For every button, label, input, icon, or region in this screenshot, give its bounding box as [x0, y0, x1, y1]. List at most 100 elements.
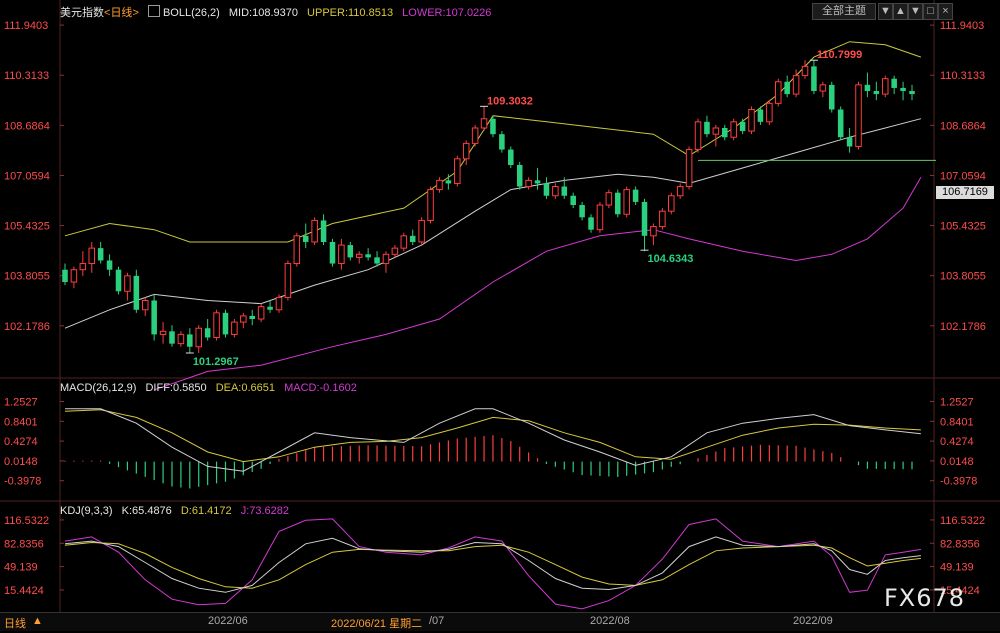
candle-body-54: [543, 183, 550, 196]
price-axis-tick-left-0: 111.9403: [4, 20, 48, 32]
candle-body-44: [454, 158, 461, 184]
candle-body-28: [311, 219, 318, 243]
arrow-down-icon: ▼: [910, 5, 921, 17]
macd-dea-value: DEA:0.6651: [215, 382, 276, 394]
window-icon: □: [927, 5, 934, 17]
watermark-logo: FX678: [884, 584, 966, 612]
candle-body-30: [329, 241, 336, 264]
candle-body-84: [811, 66, 817, 92]
kdj-legend: KDJ(9,3,3) K:65.4876 D:61.4172 J:73.6282: [60, 504, 295, 518]
candle-body-40: [418, 219, 425, 243]
macd-title[interactable]: MACD(26,12,9): [60, 382, 137, 394]
macd-axis-tick-left-4: -0.3978: [4, 476, 41, 488]
candle-body-91: [873, 91, 880, 95]
kdj-axis-tick-right-1: 82.8356: [940, 538, 980, 550]
candle-body-85: [819, 84, 827, 92]
scroll-down-button[interactable]: ▼: [878, 3, 893, 20]
kdj-axis-tick-left-2: 49.139: [4, 562, 38, 574]
kdj-axis-tick-left-1: 82.8356: [4, 538, 44, 550]
kdj-title[interactable]: KDJ(9,3,3): [60, 505, 113, 517]
candle-body-21: [249, 315, 255, 320]
macd-axis-tick-right-4: -0.3978: [940, 476, 977, 488]
maximize-button[interactable]: □: [923, 3, 938, 20]
candle-body-75: [730, 121, 737, 138]
status-period-arrow[interactable]: ▲: [32, 615, 43, 627]
boll-label[interactable]: BOLL(26,2): [162, 7, 220, 19]
candle-body-18: [222, 312, 229, 335]
candle-body-17: [213, 312, 220, 338]
candle-body-77: [748, 109, 755, 132]
boll-mid-value: MID:108.9370: [228, 7, 298, 19]
macd-diff-line: [65, 408, 921, 472]
candle-body-79: [766, 102, 773, 123]
candle-body-0: [62, 269, 68, 283]
period-label[interactable]: 日线: [110, 7, 133, 19]
candle-body-48: [490, 118, 496, 135]
macd-axis-tick-right-3: 0.0148: [940, 456, 974, 468]
candle-body-58: [579, 205, 585, 218]
price-axis-tick-left-1: 110.3133: [4, 70, 49, 82]
candle-body-89: [855, 84, 862, 147]
boll-mid-line: [64, 118, 922, 329]
candle-body-14: [187, 334, 193, 347]
kdj-axis: 116.5322 116.5322 82.8356 82.8356 49.139 49.1…: [4, 515, 985, 597]
candle-body-80: [774, 81, 782, 104]
kdj-axis-tick-left-3: 15.4424: [4, 585, 44, 597]
status-period[interactable]: 日线: [4, 618, 26, 630]
price-axis-tick-left-4: 105.4325: [4, 221, 50, 233]
candle-body-95: [909, 91, 915, 95]
candle-body-24: [275, 296, 283, 311]
candle-body-69: [676, 186, 684, 197]
macd-axis-tick-right-2: 0.4274: [940, 436, 974, 448]
close-icon: ×: [942, 5, 949, 17]
candle-body-39: [409, 235, 416, 242]
candle-body-87: [837, 109, 844, 138]
candle-body-68: [668, 195, 675, 212]
candle-body-4: [97, 248, 104, 261]
indicator-icon[interactable]: [147, 5, 160, 17]
minimize-button[interactable]: ▼: [908, 3, 923, 20]
candle-body-8: [133, 275, 140, 310]
theme-select[interactable]: 全部主题: [812, 3, 876, 20]
symbol-name: 美元指数: [60, 7, 104, 19]
kdj-k-line: [64, 536, 921, 593]
scroll-up-button[interactable]: ▲: [893, 3, 908, 20]
annotation-label-2: 104.6343: [648, 253, 694, 265]
candle-body-50: [508, 149, 514, 165]
candle-body-74: [722, 127, 728, 138]
candle-body-26: [293, 235, 301, 265]
candle-body-53: [534, 180, 541, 184]
price-annotations: 109.3032 101.2967 104.6343 110.7999: [185, 49, 862, 368]
price-axis-tick-right-0: 111.9403: [940, 20, 984, 32]
candle-body-43: [445, 180, 452, 184]
candle-body-52: [525, 179, 532, 188]
candle-body-12: [169, 331, 175, 344]
candle-body-1: [70, 269, 78, 283]
period-suffix: >: [132, 7, 139, 19]
kdj-axis-tick-left-0: 116.5322: [4, 515, 49, 527]
candle-body-81: [784, 81, 790, 95]
candle-body-34: [365, 254, 371, 258]
candle-body-16: [204, 328, 211, 338]
candle-body-41: [427, 189, 434, 221]
candle-body-88: [846, 137, 853, 147]
close-button[interactable]: ×: [938, 3, 953, 20]
candle-body-23: [267, 306, 273, 310]
candle-body-56: [561, 186, 568, 196]
candle-body-64: [632, 189, 639, 202]
price-axis-tick-left-6: 102.1786: [4, 321, 50, 333]
price-axis-tick-right-6: 102.1786: [940, 321, 986, 333]
candle-body-86: [828, 84, 835, 110]
candle-body-78: [757, 109, 764, 122]
kdj-k-value: K:65.4876: [121, 505, 172, 517]
candle-body-57: [570, 195, 576, 206]
candle-body-42: [436, 179, 443, 191]
period-prefix: <: [104, 7, 111, 19]
kdj-axis-tick-right-0: 116.5322: [940, 515, 985, 527]
candle-body-59: [588, 217, 594, 230]
candle-body-82: [792, 75, 800, 95]
candle-body-19: [231, 321, 238, 335]
chevron-up-icon: ▲: [895, 5, 906, 17]
kdj-d-line: [64, 541, 921, 589]
